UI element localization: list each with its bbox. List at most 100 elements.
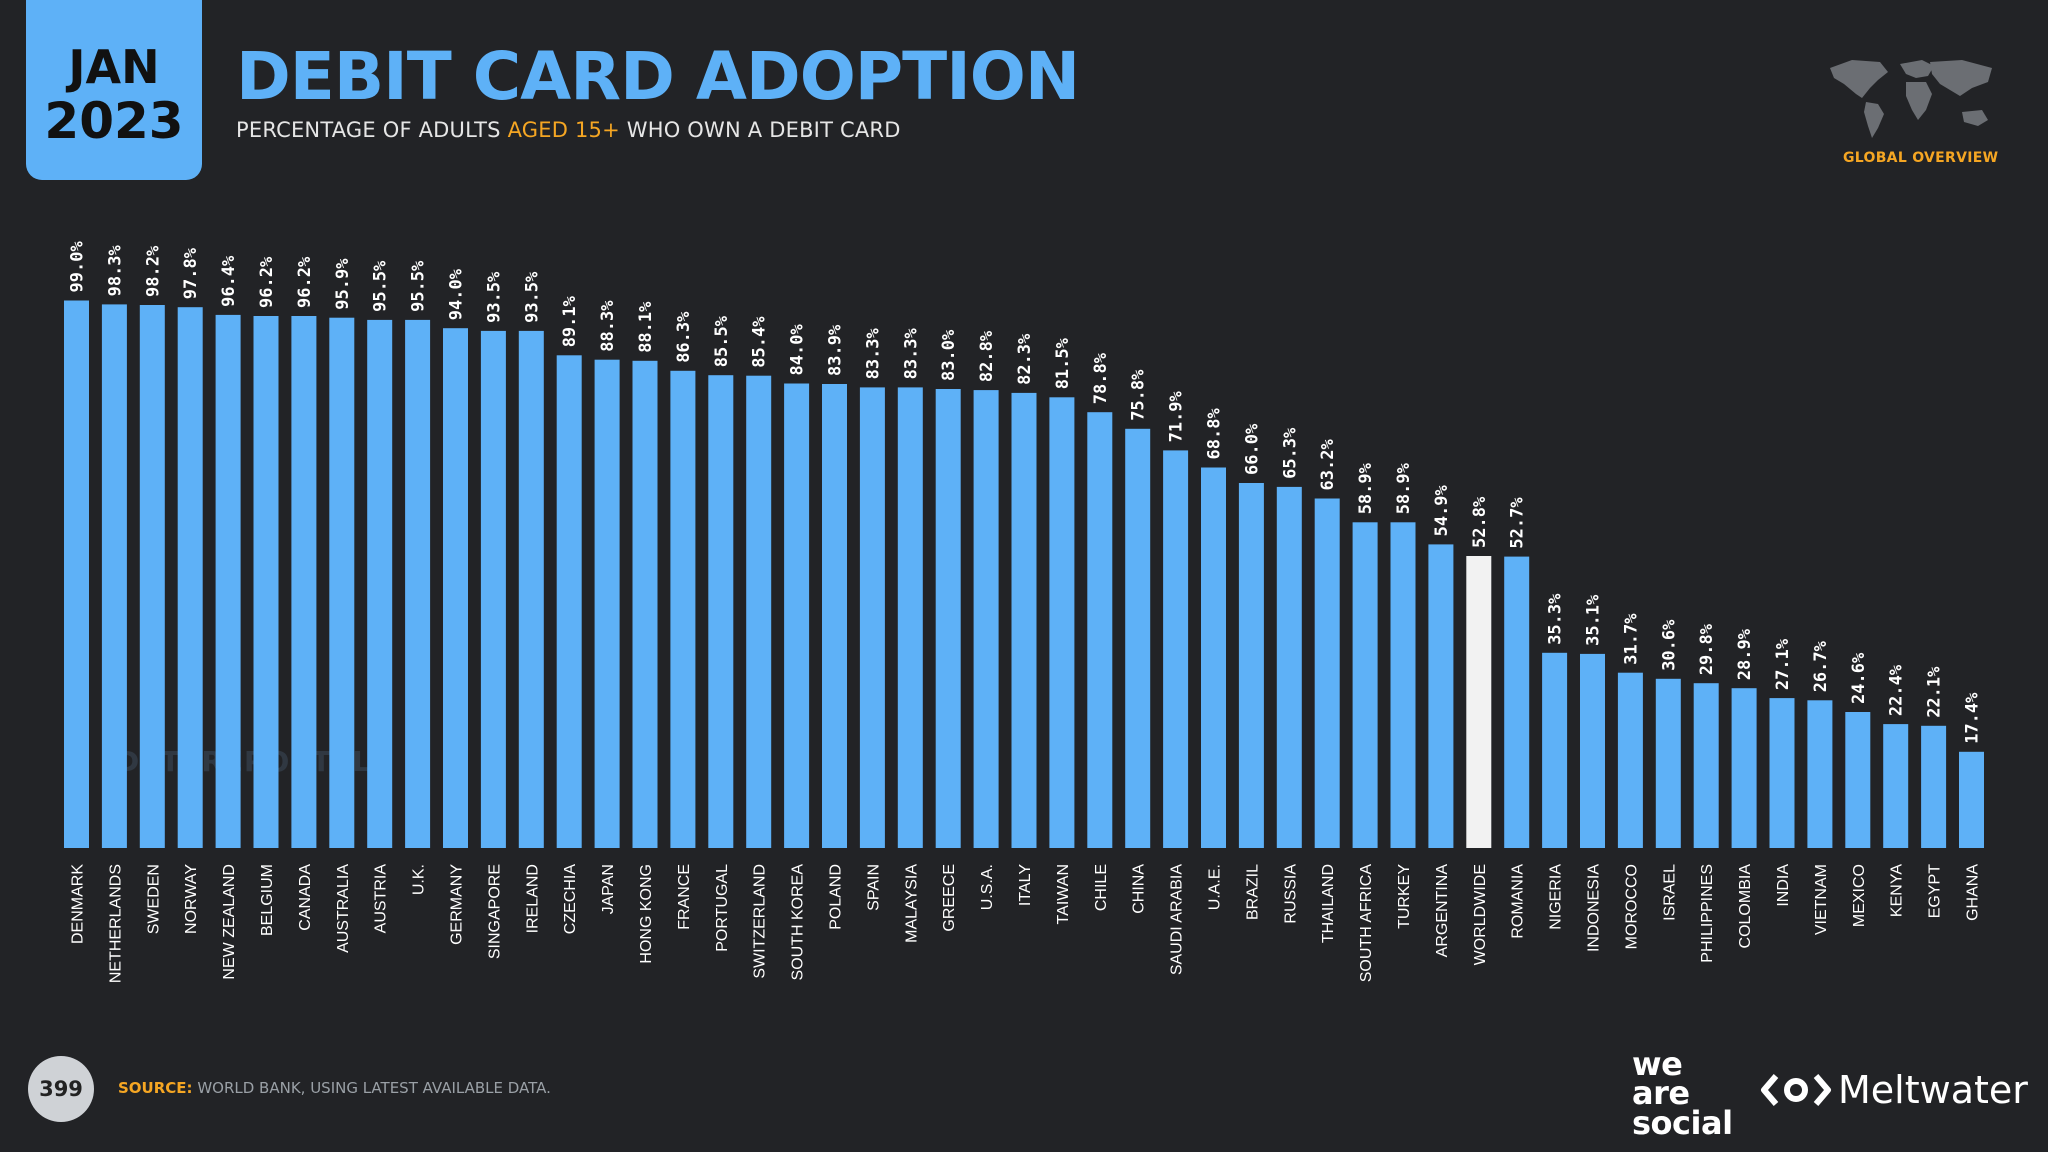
bar-spain [859,387,885,848]
bar-new-zealand [215,314,241,848]
value-label: 97.8% [181,247,201,299]
value-label: 89.1% [560,295,580,347]
bar-singapore [480,330,506,848]
page-title: DEBIT CARD ADOPTION [236,38,1080,115]
category-label: PORTUGAL [714,864,731,952]
bar-czechia [556,355,582,848]
bar-china [1125,428,1151,848]
category-label: CHILE [1093,864,1110,911]
bar-nigeria [1542,652,1568,848]
category-label: TAIWAN [1055,864,1072,924]
bar-italy [1011,392,1037,848]
value-label: 75.8% [1129,369,1149,421]
category-label: DENMARK [70,864,87,944]
bar-south-korea [784,383,810,848]
value-label: 30.6% [1659,619,1679,671]
category-label: NEW ZEALAND [221,864,238,980]
category-label: CANADA [297,864,314,931]
category-label: HONG KONG [638,864,655,964]
category-label: COLOMBIA [1737,864,1754,949]
value-label: 31.7% [1621,613,1641,665]
bar-u-a-e [1201,467,1226,848]
value-label: 17.4% [1963,692,1983,744]
bar-thailand [1314,498,1340,848]
value-label: 68.8% [1205,408,1225,460]
value-label: 71.9% [1167,390,1187,442]
category-label: THAILAND [1320,864,1337,943]
bar-argentina [1428,544,1454,848]
value-label: 99.0% [68,241,88,293]
bar-portugal [708,375,734,848]
value-label: 83.3% [863,327,883,379]
category-label: U.A.E. [1207,864,1224,910]
category-label: JAPAN [600,864,617,914]
value-label: 54.9% [1432,484,1452,536]
value-label: 28.9% [1735,628,1755,680]
subtitle-pre: PERCENTAGE OF ADULTS [236,118,508,142]
category-label: IRELAND [524,864,541,933]
value-label: 78.8% [1091,352,1111,404]
category-label: VIETNAM [1813,864,1830,935]
value-label: 83.3% [901,327,921,379]
meltwater-logo: Meltwater [1760,1068,2028,1112]
category-label: RUSSIA [1282,864,1299,924]
category-label: SWEDEN [145,864,162,934]
meltwater-text: Meltwater [1838,1068,2028,1112]
value-label: 93.5% [522,271,542,323]
category-label: NIGERIA [1548,864,1565,930]
world-map-icon [1830,60,1992,138]
value-label: 52.7% [1508,497,1528,549]
category-label: MALAYSIA [903,864,920,943]
category-label: SWITZERLAND [752,864,769,979]
value-label: 83.0% [939,329,959,381]
value-label: 82.8% [977,330,997,382]
category-label: INDONESIA [1586,864,1603,952]
bar-sweden [139,305,165,848]
bar-netherlands [101,304,127,848]
value-label: 22.1% [1925,666,1945,718]
category-label: GERMANY [449,864,466,945]
bar-canada [291,316,317,848]
category-label: ISRAEL [1661,864,1678,921]
bar-ireland [518,330,544,848]
bar-kenya [1883,724,1909,848]
value-label: 86.3% [674,311,694,363]
bar-south-africa [1352,522,1378,848]
bar-chart: 99.0% DENMARK 98.3% NETHERLANDS 98.2% SWEDEN 9… [64,241,1984,983]
category-label: EGYPT [1927,864,1944,918]
bar-israel [1655,678,1681,848]
meltwater-mark-icon [1761,1074,1831,1106]
category-label: POLAND [828,864,845,930]
value-label: 22.4% [1887,664,1907,716]
value-label: 88.3% [598,300,618,352]
bar-norway [177,307,203,848]
value-label: 81.5% [1053,337,1073,389]
bar-colombia [1731,688,1757,848]
value-label: 85.4% [750,316,770,368]
category-label: U.S.A. [979,864,996,910]
value-label: 82.3% [1015,333,1035,385]
page-subtitle: PERCENTAGE OF ADULTS AGED 15+ WHO OWN A … [236,118,901,142]
bar-indonesia [1580,653,1605,848]
date-year: 2023 [44,92,184,150]
value-label: 95.9% [333,258,353,310]
bar-australia [329,317,355,848]
category-label: ARGENTINA [1434,864,1451,958]
value-label: 83.9% [826,324,846,376]
category-label: AUSTRIA [373,864,390,934]
category-label: AUSTRALIA [335,864,352,953]
bar-belgium [253,316,279,848]
bar-brazil [1238,483,1264,848]
category-label: U.K. [411,864,428,895]
value-label: 26.7% [1811,640,1831,692]
value-label: 52.8% [1470,496,1490,548]
region-label: GLOBAL OVERVIEW [1843,150,1999,166]
category-label: SAUDI ARABIA [1169,864,1186,975]
bar-u-s-a [973,390,999,848]
value-label: 93.5% [484,271,504,323]
category-label: SPAIN [865,864,882,911]
bar-chile [1087,412,1113,848]
bar-japan [594,359,620,848]
category-label: NETHERLANDS [107,864,124,983]
category-label: MOROCCO [1623,864,1640,949]
